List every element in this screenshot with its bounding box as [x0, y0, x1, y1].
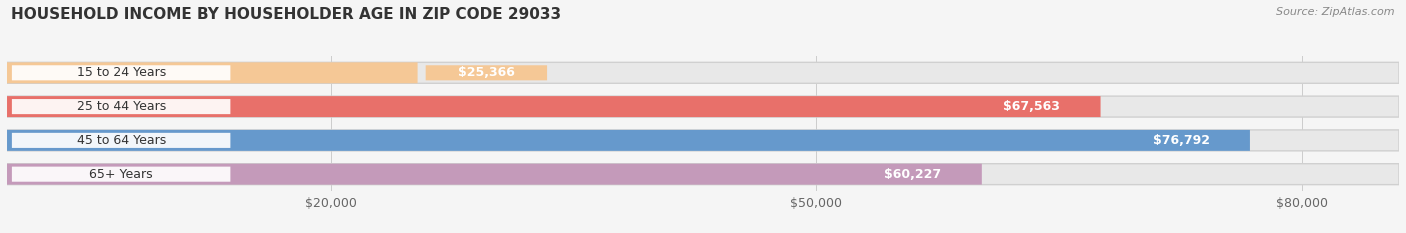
Text: $76,792: $76,792	[1153, 134, 1209, 147]
FancyBboxPatch shape	[7, 130, 1250, 151]
FancyBboxPatch shape	[7, 96, 1101, 117]
FancyBboxPatch shape	[7, 164, 1399, 185]
FancyBboxPatch shape	[11, 65, 231, 80]
FancyBboxPatch shape	[11, 133, 231, 148]
Text: 65+ Years: 65+ Years	[90, 168, 153, 181]
FancyBboxPatch shape	[7, 96, 1399, 117]
FancyBboxPatch shape	[7, 62, 418, 83]
FancyBboxPatch shape	[7, 130, 1399, 151]
FancyBboxPatch shape	[7, 164, 981, 185]
Text: 15 to 24 Years: 15 to 24 Years	[76, 66, 166, 79]
FancyBboxPatch shape	[11, 99, 231, 114]
FancyBboxPatch shape	[1121, 133, 1241, 148]
Text: HOUSEHOLD INCOME BY HOUSEHOLDER AGE IN ZIP CODE 29033: HOUSEHOLD INCOME BY HOUSEHOLDER AGE IN Z…	[11, 7, 561, 22]
FancyBboxPatch shape	[972, 99, 1092, 114]
FancyBboxPatch shape	[426, 65, 547, 80]
FancyBboxPatch shape	[11, 167, 231, 182]
Text: Source: ZipAtlas.com: Source: ZipAtlas.com	[1277, 7, 1395, 17]
Text: $60,227: $60,227	[884, 168, 942, 181]
Text: $25,366: $25,366	[458, 66, 515, 79]
FancyBboxPatch shape	[852, 167, 974, 182]
FancyBboxPatch shape	[7, 62, 1399, 83]
Text: 45 to 64 Years: 45 to 64 Years	[76, 134, 166, 147]
Text: 25 to 44 Years: 25 to 44 Years	[76, 100, 166, 113]
Text: $67,563: $67,563	[1004, 100, 1060, 113]
